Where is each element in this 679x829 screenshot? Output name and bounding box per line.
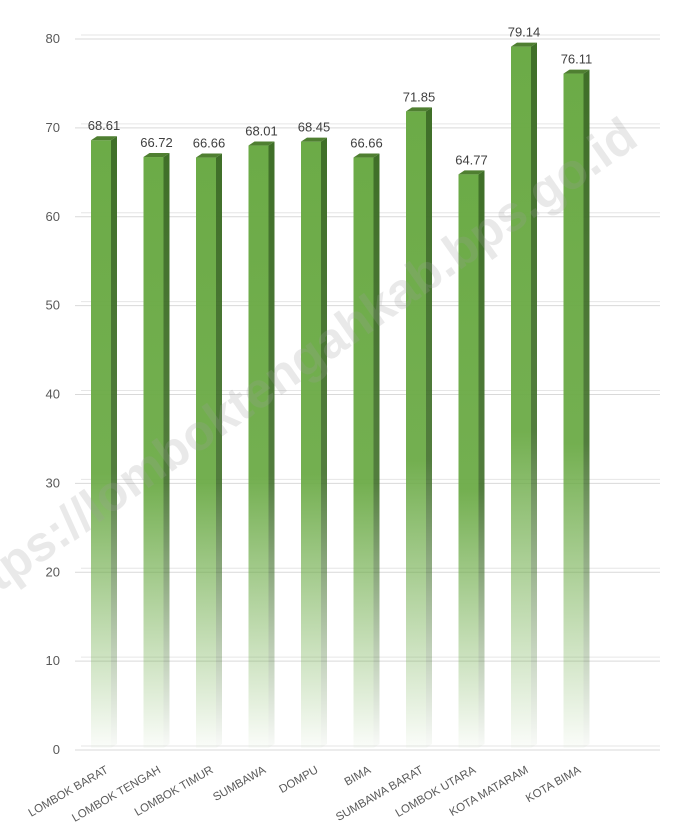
bar — [353, 153, 380, 748]
bar — [91, 136, 117, 748]
y-tick-label: 30 — [46, 475, 60, 490]
bar-top — [248, 141, 275, 146]
data-label: 66.72 — [140, 135, 173, 150]
bar-side — [531, 42, 537, 748]
bar — [196, 153, 222, 748]
bar — [248, 141, 275, 748]
x-tick-label: LOMBOK TENGAH — [70, 764, 163, 824]
y-tick-label: 80 — [46, 31, 60, 46]
bar-top — [458, 170, 485, 175]
data-label: 64.77 — [455, 152, 488, 167]
bar-front — [353, 157, 374, 748]
y-tick-label: 40 — [46, 387, 60, 402]
y-axis-ticks: 0 10 20 30 40 50 60 70 80 — [46, 31, 60, 757]
bar-top — [406, 107, 432, 112]
y-tick-label: 20 — [46, 564, 60, 579]
bar-top — [563, 69, 590, 74]
bar-front — [301, 141, 321, 748]
bar — [406, 107, 432, 749]
bar-side — [111, 136, 117, 748]
bar-side — [216, 153, 222, 748]
bar-side — [163, 153, 170, 748]
bar — [143, 153, 170, 748]
bar-front — [91, 140, 111, 748]
bar-front — [563, 73, 584, 748]
bar-front — [196, 157, 216, 748]
bar-top — [91, 136, 117, 141]
y-tick-label: 50 — [46, 298, 60, 313]
bar-front — [458, 174, 479, 748]
data-label: 76.11 — [561, 52, 593, 67]
bar-front — [248, 145, 269, 748]
x-tick-label: KOTA BIMA — [524, 764, 583, 805]
bar — [458, 170, 485, 748]
bar-top — [196, 153, 222, 158]
data-labels: 68.61 66.72 66.66 68.01 68.45 66.66 71.85 64.77… — [88, 25, 593, 168]
bar-top — [301, 137, 327, 142]
bar-top — [511, 42, 537, 47]
bar-top — [353, 153, 380, 158]
x-tick-label: SUMBAWA BARAT — [334, 764, 425, 824]
data-label: 68.61 — [88, 118, 121, 133]
y-tick-label: 70 — [46, 120, 60, 135]
data-label: 71.85 — [403, 89, 436, 104]
x-tick-label: BIMA — [343, 764, 374, 789]
data-label: 68.45 — [298, 120, 331, 135]
bar-front — [406, 111, 426, 749]
bar-side — [268, 141, 275, 748]
data-label: 66.66 — [193, 136, 226, 151]
bars — [91, 42, 590, 749]
bar-side — [478, 170, 485, 748]
bar-front — [511, 46, 531, 748]
bar-side — [373, 153, 380, 748]
x-tick-label: DOMPU — [277, 764, 320, 796]
data-label: 68.01 — [245, 124, 278, 139]
bar — [301, 137, 327, 748]
x-tick-label: SUMBAWA — [211, 764, 268, 804]
bar — [563, 69, 590, 748]
bar — [511, 42, 537, 748]
bar-top — [143, 153, 170, 158]
y-tick-label: 10 — [46, 653, 60, 668]
y-tick-label: 60 — [46, 209, 60, 224]
data-label: 79.14 — [508, 25, 541, 40]
bar-front — [143, 157, 164, 748]
bar-side — [583, 69, 590, 748]
y-tick-label: 0 — [53, 742, 60, 757]
bar-side — [321, 137, 327, 748]
bar-side — [426, 107, 432, 749]
data-label: 66.66 — [350, 136, 383, 151]
